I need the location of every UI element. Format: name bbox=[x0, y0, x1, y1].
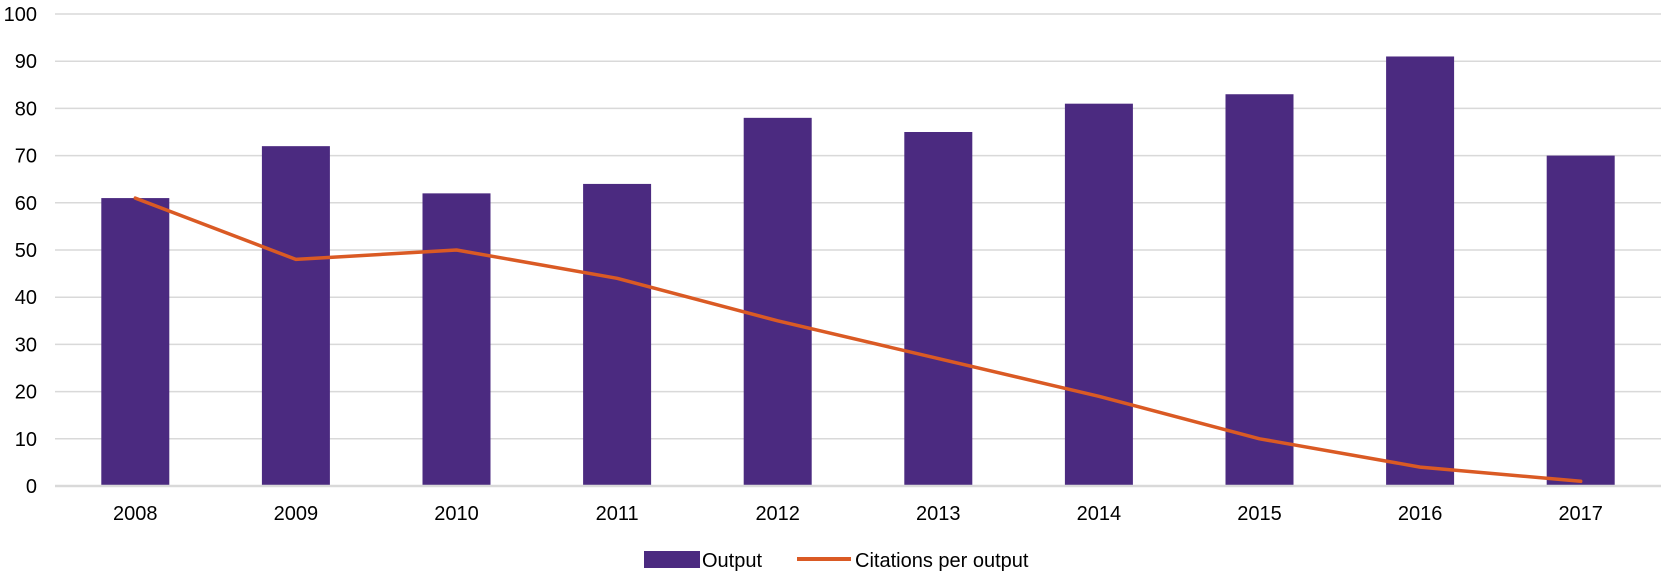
x-tick-label-2009: 2009 bbox=[274, 503, 319, 525]
citations-per-output-line bbox=[133, 196, 1583, 484]
x-tick-label-2017: 2017 bbox=[1558, 503, 1603, 525]
x-tick-label-2010: 2010 bbox=[434, 503, 479, 525]
bar-2017 bbox=[1546, 155, 1615, 486]
bar-2012 bbox=[743, 117, 812, 486]
x-tick-label-2008: 2008 bbox=[113, 503, 158, 525]
y-tick-label-20: 20 bbox=[15, 382, 37, 404]
citations-line bbox=[133, 196, 1583, 484]
y-tick-label-0: 0 bbox=[26, 476, 37, 498]
bar-2016 bbox=[1386, 56, 1455, 486]
bar-2013 bbox=[904, 132, 973, 486]
y-tick-label-100: 100 bbox=[4, 4, 37, 26]
y-tick-label-30: 30 bbox=[15, 334, 37, 356]
x-tick-label-2016: 2016 bbox=[1398, 503, 1443, 525]
y-tick-label-10: 10 bbox=[15, 429, 37, 451]
x-tick-label-2015: 2015 bbox=[1237, 503, 1282, 525]
legend-swatch-output bbox=[644, 551, 700, 568]
x-tick-label-2014: 2014 bbox=[1077, 503, 1122, 525]
bar-2014 bbox=[1064, 103, 1133, 487]
y-tick-label-40: 40 bbox=[15, 287, 37, 309]
bar-2010 bbox=[422, 193, 491, 487]
bar-2015 bbox=[1225, 94, 1294, 487]
y-tick-label-60: 60 bbox=[15, 193, 37, 215]
legend-label-output: Output bbox=[702, 550, 762, 572]
bar-2008 bbox=[101, 198, 170, 486]
x-tick-label-2012: 2012 bbox=[755, 503, 800, 525]
x-axis-tick-labels: 2008 2009 2010 2011 2012 2013 2014 2015 2016 2017 bbox=[113, 503, 1603, 525]
y-tick-label-80: 80 bbox=[15, 98, 37, 120]
y-tick-label-50: 50 bbox=[15, 240, 37, 262]
legend-label-citations: Citations per output bbox=[855, 550, 1029, 572]
output-bars bbox=[101, 56, 1615, 487]
y-tick-label-90: 90 bbox=[15, 51, 37, 73]
y-tick-label-70: 70 bbox=[15, 146, 37, 168]
y-axis-tick-labels: 0 10 20 30 40 50 60 70 80 90 100 bbox=[4, 4, 37, 498]
x-tick-label-2013: 2013 bbox=[916, 503, 961, 525]
legend: Output Citations per output bbox=[644, 550, 1029, 572]
bar-2011 bbox=[583, 183, 652, 487]
x-tick-label-2011: 2011 bbox=[596, 503, 639, 525]
bar-2009 bbox=[261, 146, 330, 486]
